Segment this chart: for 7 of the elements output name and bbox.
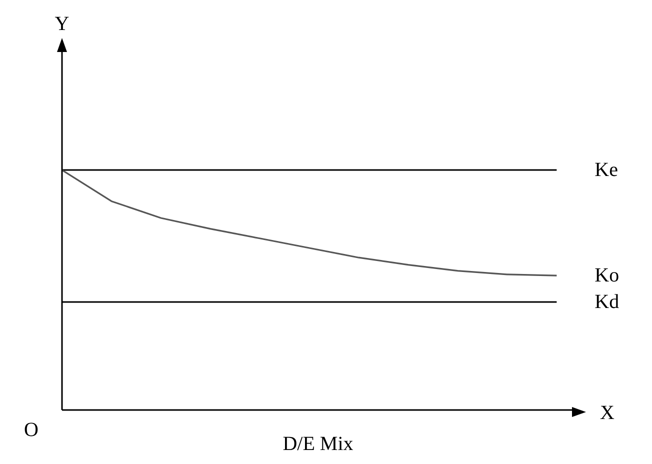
text: O <box>24 419 38 441</box>
text: X <box>600 402 615 424</box>
x-axis-title: D/E Mix <box>282 433 354 455</box>
text: Y <box>54 13 70 35</box>
series-label: Kd <box>594 291 620 313</box>
series-label: Ke <box>594 159 618 181</box>
series-label: Ko <box>594 264 620 287</box>
